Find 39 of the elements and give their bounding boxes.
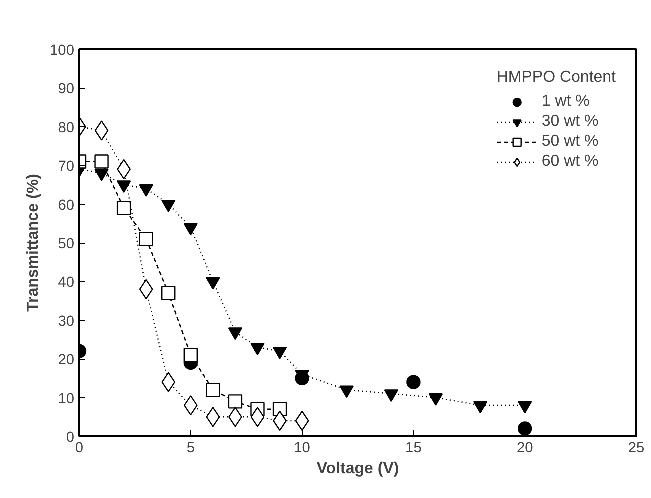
y-tick-label: 40 <box>58 275 75 292</box>
point <box>406 375 421 390</box>
point <box>162 286 176 300</box>
point <box>206 407 220 428</box>
point <box>94 120 109 141</box>
point <box>139 184 154 197</box>
y-tick-label: 100 <box>50 43 75 59</box>
y-tick-label: 70 <box>58 159 75 176</box>
y-tick-label: 50 <box>58 236 75 252</box>
legend-title: HMPPO Content <box>496 69 616 87</box>
point <box>518 422 532 436</box>
y-tick-label: 20 <box>58 352 75 369</box>
point <box>162 372 176 392</box>
legend-label: 60 wt % <box>542 153 599 171</box>
legend-label: 30 wt % <box>542 113 599 131</box>
point <box>162 200 176 212</box>
point <box>94 154 109 169</box>
legend-label: 50 wt % <box>542 133 599 151</box>
x-tick-label: 10 <box>294 440 310 456</box>
point <box>139 232 154 246</box>
legend-label: 1 wt % <box>542 93 590 111</box>
x-tick-label: 20 <box>516 440 534 456</box>
y-tick-label: 30 <box>58 314 75 330</box>
y-tick-label: 90 <box>58 82 75 98</box>
y-tick-label: 10 <box>58 391 75 408</box>
point <box>184 348 198 362</box>
x-tick-label: 15 <box>406 440 422 456</box>
y-tick-label: 60 <box>58 198 75 214</box>
x-tick-label: 25 <box>628 440 645 456</box>
y-tick-label: 80 <box>58 120 75 136</box>
x-tick-label: 5 <box>186 440 195 456</box>
y-axis-title: Transmittance (%) <box>25 174 42 312</box>
y-tick-label: 0 <box>66 430 75 446</box>
point <box>228 394 243 409</box>
point <box>94 168 109 182</box>
x-axis-title: Voltage (V) <box>316 460 400 478</box>
point <box>250 407 265 428</box>
point <box>116 201 132 216</box>
point <box>206 382 220 398</box>
